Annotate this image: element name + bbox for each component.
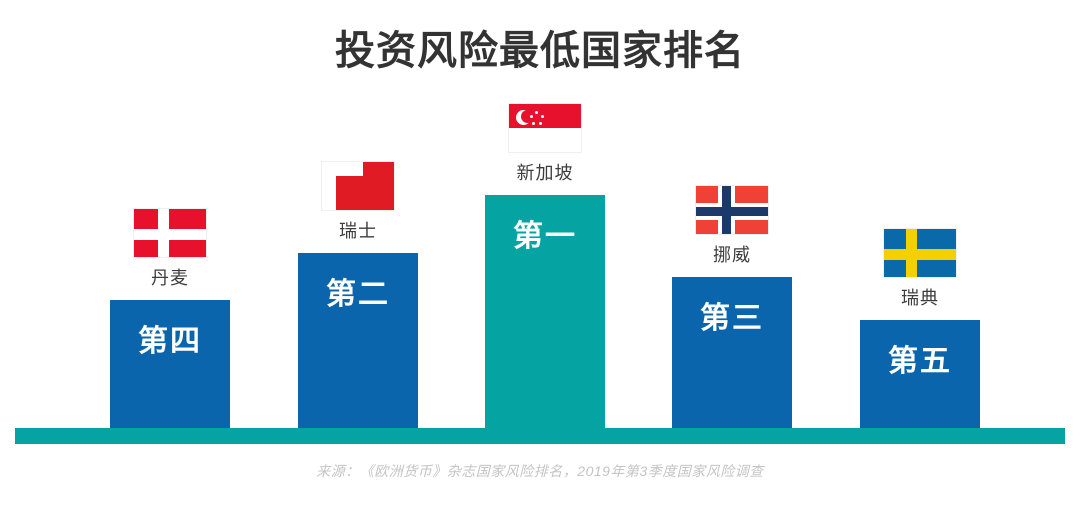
country-block-switzerland: 瑞士 bbox=[298, 161, 418, 243]
bar-switzerland[interactable]: 第二 bbox=[298, 253, 418, 428]
flag-cross-vertical bbox=[906, 229, 917, 277]
flag-white-band bbox=[509, 128, 581, 152]
flag-star bbox=[532, 122, 535, 125]
flag-switzerland-icon bbox=[321, 161, 395, 211]
bar-denmark[interactable]: 第四 bbox=[110, 300, 230, 428]
flag-denmark-icon bbox=[133, 208, 207, 258]
bar-norway[interactable]: 第三 bbox=[672, 277, 792, 428]
flag-cross-horizontal bbox=[884, 249, 956, 260]
country-block-singapore: 新加坡 bbox=[485, 103, 605, 185]
bar-rank-label-sweden: 第五 bbox=[888, 345, 952, 378]
flag-singapore-icon bbox=[508, 103, 582, 153]
flag-cross-vertical bbox=[158, 209, 169, 257]
flag-cross-horizontal-blue bbox=[696, 207, 768, 216]
country-block-sweden: 瑞典 bbox=[860, 228, 980, 310]
bar-rank-label-norway: 第三 bbox=[700, 302, 764, 335]
country-label-singapore: 新加坡 bbox=[516, 163, 574, 183]
flag-star bbox=[535, 111, 538, 114]
flag-cross-vertical bbox=[322, 176, 336, 210]
country-block-norway: 挪威 bbox=[672, 185, 792, 267]
flag-star bbox=[539, 122, 542, 125]
flag-star bbox=[541, 115, 544, 118]
bar-group-sweden: 瑞典 第五 bbox=[860, 228, 980, 428]
flag-star bbox=[530, 115, 533, 118]
bar-rank-label-singapore: 第一 bbox=[513, 220, 577, 253]
bar-group-singapore: 新加坡 第一 bbox=[485, 103, 605, 428]
chart-baseline bbox=[15, 428, 1065, 444]
flag-cross-horizontal bbox=[322, 162, 363, 176]
flag-norway-icon bbox=[695, 185, 769, 235]
bar-group-norway: 挪威 第三 bbox=[672, 185, 792, 428]
flag-cross-horizontal bbox=[134, 229, 206, 240]
country-label-norway: 挪威 bbox=[713, 245, 751, 265]
bar-singapore[interactable]: 第一 bbox=[485, 195, 605, 428]
flag-crescent-cutout bbox=[521, 110, 534, 123]
country-label-sweden: 瑞典 bbox=[901, 288, 939, 308]
flag-cross-vertical-blue bbox=[722, 186, 731, 234]
source-attribution: 来源：《欧洲货币》杂志国家风险排名，2019年第3季度国家风险调查 bbox=[316, 463, 764, 479]
bar-rank-label-denmark: 第四 bbox=[138, 325, 202, 358]
country-block-denmark: 丹麦 bbox=[110, 208, 230, 290]
bar-group-denmark: 丹麦 第四 bbox=[110, 208, 230, 428]
bar-rank-label-switzerland: 第二 bbox=[326, 278, 390, 311]
bar-sweden[interactable]: 第五 bbox=[860, 320, 980, 428]
flag-sweden-icon bbox=[883, 228, 957, 278]
page-title: 投资风险最低国家排名 bbox=[335, 29, 745, 73]
country-label-switzerland: 瑞士 bbox=[339, 221, 377, 241]
bar-group-switzerland: 瑞士 第二 bbox=[298, 161, 418, 428]
country-label-denmark: 丹麦 bbox=[151, 268, 189, 288]
